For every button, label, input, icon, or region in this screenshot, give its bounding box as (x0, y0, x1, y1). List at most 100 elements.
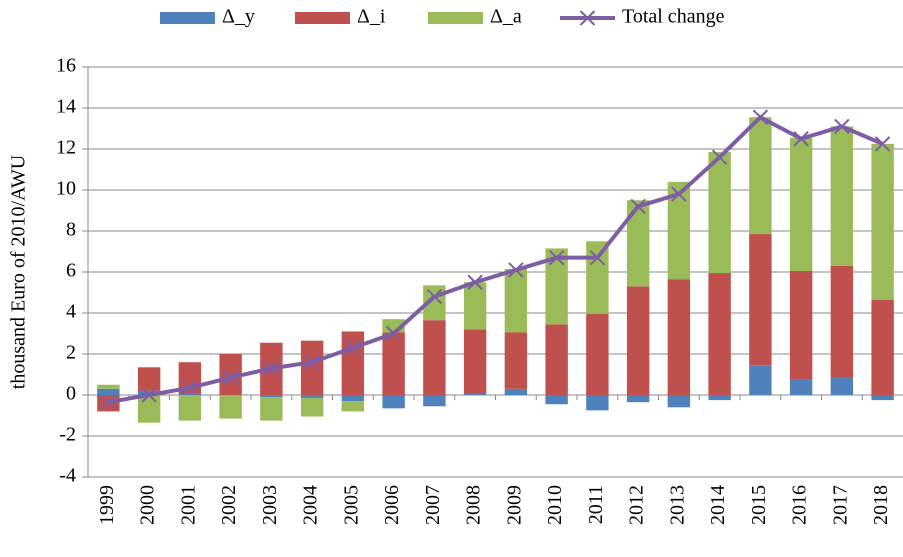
x-tick-label: 2010 (544, 485, 566, 525)
marker (671, 186, 687, 202)
legend-swatch (160, 12, 215, 24)
bar-segment (219, 395, 242, 419)
x-tick-label: 2018 (870, 485, 892, 525)
marker (793, 131, 809, 147)
x-tick-label: 2013 (666, 485, 688, 525)
bar-segment (260, 395, 283, 398)
bar-segment (260, 397, 283, 421)
y-tick-label: 16 (56, 55, 76, 77)
y-tick-label: 0 (66, 383, 76, 405)
bar-segment (341, 395, 365, 402)
marker (100, 394, 117, 410)
bar-segment (97, 388, 120, 395)
x-tick-label: 2014 (707, 485, 729, 525)
x-tick-label: 2011 (585, 485, 607, 524)
bar-segment (382, 332, 405, 395)
bar-segment (423, 320, 446, 395)
bar-segment (586, 241, 609, 315)
bar-segment (789, 379, 813, 395)
legend-label: Δ_y (222, 6, 255, 28)
bar-segment (586, 314, 609, 395)
y-tick-label: 4 (66, 301, 76, 323)
bar-segment (830, 126, 854, 266)
bar-segment (137, 390, 161, 395)
bar-segment (97, 384, 120, 389)
marker (141, 387, 157, 403)
x-tick-label: 1999 (96, 485, 118, 525)
bar-segment (463, 393, 487, 395)
marker (385, 325, 402, 342)
x-tick-label: 2009 (503, 485, 525, 525)
marker (426, 288, 443, 305)
y-tick-label: 14 (56, 96, 76, 118)
x-tick-label: 2005 (340, 485, 362, 525)
bar-segment (749, 234, 772, 366)
y-tick-label: 6 (66, 260, 76, 282)
x-tick-label: 2017 (829, 485, 851, 525)
y-tick-label: 10 (56, 178, 76, 200)
x-tick-label: 2012 (626, 485, 648, 525)
x-tick-label: 2007 (422, 485, 444, 525)
bar-segment (545, 395, 568, 405)
y-tick-label: 12 (56, 137, 76, 159)
marker (874, 136, 891, 152)
x-tick-label: 2001 (177, 485, 199, 525)
bar-segment (749, 365, 772, 395)
legend-marker (579, 10, 596, 26)
marker (752, 109, 769, 125)
x-tick-label: 2006 (381, 485, 403, 525)
bar-segment (504, 388, 528, 395)
bar-segment (626, 395, 650, 403)
bar-segment (300, 395, 324, 399)
bar-segment (667, 279, 691, 395)
y-tick-label: 8 (66, 219, 76, 241)
bar-segment (626, 200, 650, 287)
x-tick-label: 2002 (218, 485, 240, 525)
legend-swatch (428, 12, 483, 24)
marker (467, 274, 483, 290)
y-tick-label: -2 (59, 424, 76, 446)
marker (834, 118, 850, 135)
bar-segment (300, 340, 324, 395)
bar-segment (708, 152, 731, 274)
y-tick-label: 2 (66, 342, 76, 364)
bar-segment (382, 395, 405, 409)
bar-segment (341, 331, 365, 395)
bar-segment (667, 395, 691, 408)
marker (711, 149, 728, 165)
bar-segment (137, 395, 161, 423)
bar-segment (545, 248, 568, 325)
bar-segment (871, 299, 894, 395)
x-tick-label: 2004 (300, 485, 322, 525)
bar-segment (708, 395, 731, 401)
bar-segment (667, 181, 691, 280)
bar-segment (504, 332, 528, 389)
bar-segment (300, 398, 324, 417)
bar-segment (789, 270, 813, 380)
legend-label: Total change (622, 6, 725, 28)
bar-segment (626, 286, 650, 395)
marker (304, 354, 320, 370)
bar-segment (178, 393, 202, 395)
marker (345, 340, 361, 356)
bar-segment (789, 137, 813, 271)
marker (548, 249, 565, 266)
bar-segment (178, 395, 202, 421)
bar-segment (463, 329, 487, 394)
bar-segment (871, 143, 894, 300)
y-axis-label: thousand Euro of 2010/AWU (8, 154, 30, 389)
bar-segment (545, 324, 568, 395)
bar-segment (137, 367, 161, 391)
marker (589, 249, 606, 266)
legend-label: Δ_i (357, 6, 386, 28)
marker (508, 262, 524, 278)
bar-segment (504, 268, 528, 333)
bar-segment (463, 282, 487, 330)
bar-segment (341, 401, 365, 412)
x-tick-label: 2003 (259, 485, 281, 525)
y-tick-label: -4 (59, 465, 76, 487)
bar-segment (423, 395, 446, 407)
bar-segment (871, 395, 894, 401)
marker (182, 380, 198, 396)
